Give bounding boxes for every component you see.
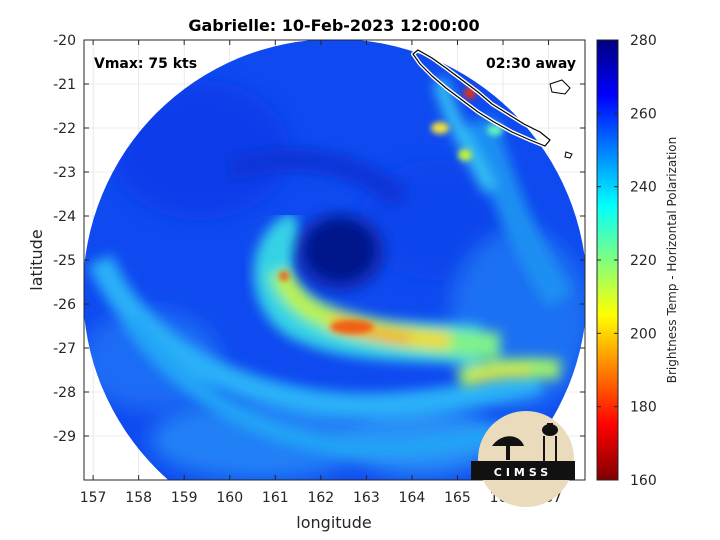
x-tick-label: 157	[80, 490, 107, 506]
y-tick-label: -27	[53, 341, 76, 357]
x-tick-label: 165	[444, 490, 471, 506]
logo-disc	[478, 411, 574, 507]
inner-rainband	[253, 211, 562, 390]
x-tick-label: 160	[216, 490, 243, 506]
x-tick-label: 164	[399, 490, 426, 506]
coastline-main	[412, 49, 551, 147]
y-tick-label: -25	[53, 253, 76, 269]
y-tick-label: -23	[53, 165, 76, 181]
vmax-annotation: Vmax: 75 kts	[94, 56, 197, 72]
eye-region	[294, 212, 386, 292]
chart-title: Gabrielle: 10-Feb-2023 12:00:00	[188, 16, 479, 35]
swath-texture	[84, 80, 585, 480]
y-tick-label: -28	[53, 385, 76, 401]
plot-area	[84, 40, 585, 480]
outer-bands	[88, 78, 573, 458]
y-tick-label: -26	[53, 297, 76, 313]
x-tick-label: 159	[171, 490, 198, 506]
logo-dish	[492, 436, 524, 460]
logo-text: CIMSS	[494, 466, 552, 479]
y-axis: -20 -21 -22 -23 -24 -25 -26 -27 -28 -29	[53, 33, 585, 445]
coastline-island-a	[549, 79, 571, 95]
colorbar-tick-label: 240	[630, 180, 657, 196]
y-tick-label: -29	[53, 429, 76, 445]
logo-tower	[542, 423, 558, 462]
y-tick-label: -22	[53, 121, 76, 137]
x-axis-label: longitude	[296, 513, 371, 532]
colorbar-tick-label: 280	[630, 33, 657, 49]
time-offset-annotation: 02:30 away	[486, 56, 576, 72]
y-tick-label: -24	[53, 209, 76, 225]
x-tick-label: 163	[353, 490, 380, 506]
cimss-logo: CIMSS	[471, 411, 575, 507]
colorbar-tick-label: 180	[630, 400, 657, 416]
coastline	[411, 48, 573, 159]
colorbar-tick-label: 160	[630, 473, 657, 489]
colorbar-tick-label: 260	[630, 106, 657, 122]
colorbar-tick-label: 200	[630, 326, 657, 342]
y-axis-label: latitude	[27, 229, 46, 290]
colorbar: 280 260 240 220 200 180 160 Brightness Temp - …	[596, 33, 679, 489]
y-tick-label: -20	[53, 33, 76, 49]
colorbar-tick-label: 220	[630, 253, 657, 269]
colorbar-ticks: 280 260 240 220 200 180 160	[597, 33, 657, 489]
brightness-swath	[84, 40, 585, 480]
logo-base	[471, 461, 575, 480]
y-tick-label: -21	[53, 77, 76, 93]
x-tick-label: 162	[307, 490, 334, 506]
x-tick-label: 158	[125, 490, 152, 506]
x-tick-label: 161	[262, 490, 289, 506]
colorbar-label: Brightness Temp - Horizontal Polarizatio…	[665, 137, 679, 384]
coastline-island-b	[564, 151, 573, 159]
